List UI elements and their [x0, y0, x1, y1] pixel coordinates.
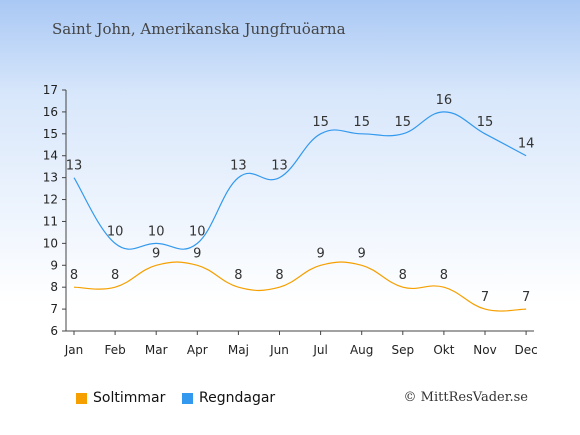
y-tick-label: 12 [43, 193, 58, 207]
y-tick-label: 14 [43, 149, 58, 163]
data-label-soltimmar: 9 [358, 246, 366, 261]
y-tick-label: 7 [50, 302, 58, 316]
data-label-soltimmar: 8 [111, 268, 119, 283]
legend-item-soltimmar: Soltimmar [76, 390, 165, 406]
data-label-soltimmar: 8 [275, 268, 283, 283]
x-tick-label: Jul [312, 343, 327, 357]
x-tick-label: Maj [228, 343, 249, 357]
chart-title: Saint John, Amerikanska Jungfruöarna [52, 20, 346, 38]
data-labels: 8 8 9 9 8 8 9 9 8 8 7 7 13 10 10 10 13 13 15 15 15 16 15 14 [66, 93, 535, 305]
data-label-soltimmar: 9 [193, 246, 201, 261]
y-tick-label: 15 [43, 127, 58, 141]
x-tick-label: Nov [473, 343, 496, 357]
series-lines [73, 111, 527, 312]
series-line-regndagar [73, 111, 527, 250]
data-label-regndagar: 15 [477, 115, 494, 130]
x-tick-label: Jan [64, 343, 84, 357]
data-label-soltimmar: 9 [316, 246, 324, 261]
y-tick-label: 10 [43, 236, 58, 250]
x-tick-label: Okt [433, 343, 454, 357]
y-tick-label: 11 [43, 214, 58, 228]
data-label-regndagar: 15 [312, 115, 329, 130]
data-label-soltimmar: 9 [152, 246, 160, 261]
legend-item-regndagar: Regndagar [182, 390, 275, 406]
legend-label-soltimmar: Soltimmar [93, 390, 166, 406]
data-label-regndagar: 13 [66, 159, 83, 174]
y-tick-label: 6 [50, 324, 58, 338]
x-tick-label: Sep [391, 343, 414, 357]
x-tick-label: Dec [514, 343, 537, 357]
legend-swatch-regndagar [182, 392, 193, 404]
data-label-regndagar: 10 [148, 224, 165, 239]
x-tick-label: Mar [145, 343, 168, 357]
data-label-soltimmar: 7 [522, 290, 530, 305]
y-tick-label: 13 [43, 171, 58, 185]
data-label-regndagar: 16 [436, 93, 453, 108]
x-tick-label: Jun [269, 343, 289, 357]
data-label-regndagar: 10 [189, 224, 206, 239]
y-tick-label: 9 [50, 258, 58, 272]
data-label-regndagar: 10 [107, 224, 124, 239]
data-label-regndagar: 13 [271, 159, 288, 174]
data-label-regndagar: 15 [353, 115, 370, 130]
data-label-soltimmar: 7 [481, 290, 489, 305]
x-tick-label: Aug [350, 343, 373, 357]
source-credit: © MittResVader.se [403, 390, 528, 405]
data-label-soltimmar: 8 [440, 268, 448, 283]
x-tick-label: Feb [104, 343, 125, 357]
data-label-regndagar: 13 [230, 159, 247, 174]
data-label-soltimmar: 8 [70, 268, 78, 283]
data-label-regndagar: 14 [518, 137, 535, 152]
data-label-regndagar: 15 [395, 115, 412, 130]
data-label-soltimmar: 8 [399, 268, 407, 283]
x-tick-label: Apr [187, 343, 208, 357]
y-tick-label: 16 [43, 105, 58, 119]
y-tick-label: 17 [43, 83, 58, 97]
data-label-soltimmar: 8 [234, 268, 242, 283]
legend-label-regndagar: Regndagar [199, 390, 276, 406]
series-line-soltimmar [73, 261, 527, 312]
legend-swatch-soltimmar [76, 392, 87, 404]
y-tick-label: 8 [50, 280, 58, 294]
